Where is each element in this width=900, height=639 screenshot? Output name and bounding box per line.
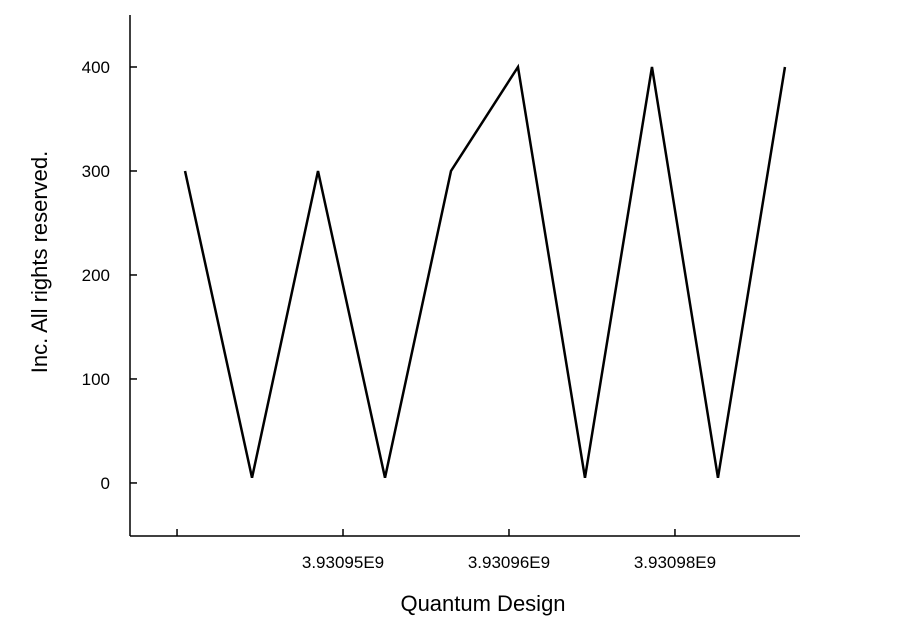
y-tick-label: 0 [101,474,110,493]
y-tick-label: 300 [82,162,110,181]
x-tick-label: 3.93095E9 [302,553,384,572]
x-tick-label: 3.93098E9 [634,553,716,572]
line [183,63,787,479]
y-axis-label: Inc. All rights reserved. [27,151,52,374]
y-tick-label: 400 [82,58,110,77]
y-tick-label: 200 [82,266,110,285]
x-axis-label: Quantum Design [400,591,565,616]
y-tick-label: 100 [82,370,110,389]
x-tick-label: 3.93096E9 [468,553,550,572]
